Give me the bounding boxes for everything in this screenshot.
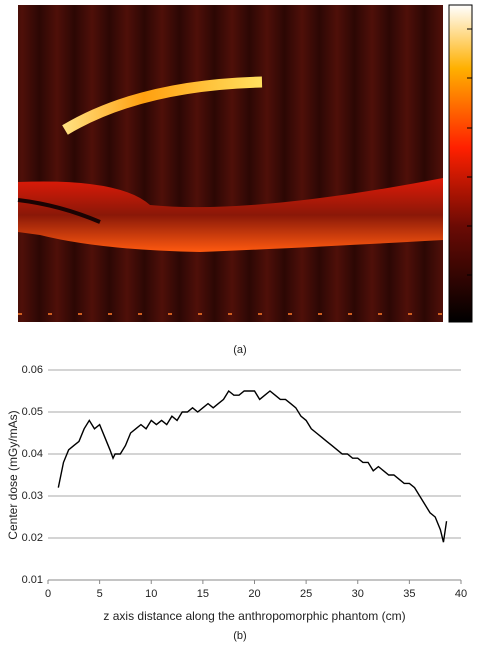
x-tick-label: 30	[352, 588, 364, 600]
y-tick-label: 0.04	[22, 448, 43, 460]
panel-label: (b)	[233, 630, 246, 642]
y-tick-label: 0.02	[22, 532, 43, 544]
heatmap	[17, 5, 443, 322]
x-tick-label: 15	[197, 588, 209, 600]
panel-label: (a)	[233, 344, 246, 356]
x-tick-label: 0	[45, 588, 51, 600]
y-tick-label: 0.05	[22, 406, 43, 418]
x-axis-label: z axis distance along the anthropomorphi…	[103, 609, 405, 623]
line-chart: 0.01 0.02 0.03 0.04 0.05 0.06 0 5 10 15 20 25 30 35 40…	[6, 364, 467, 642]
y-tick-label: 0.03	[22, 490, 43, 502]
x-tick-label: 25	[300, 588, 312, 600]
y-tick-label: 0.06	[22, 364, 43, 376]
x-tick-label: 5	[97, 588, 103, 600]
x-tick-label: 35	[403, 588, 415, 600]
x-tick-label: 40	[455, 588, 467, 600]
x-tick-label: 20	[248, 588, 260, 600]
data-line	[57, 389, 448, 543]
y-tick-label: 0.01	[22, 574, 43, 586]
y-axis-label: Center dose (mGy/mAs)	[6, 410, 20, 539]
colorbar	[448, 4, 473, 323]
x-tick-label: 10	[145, 588, 157, 600]
